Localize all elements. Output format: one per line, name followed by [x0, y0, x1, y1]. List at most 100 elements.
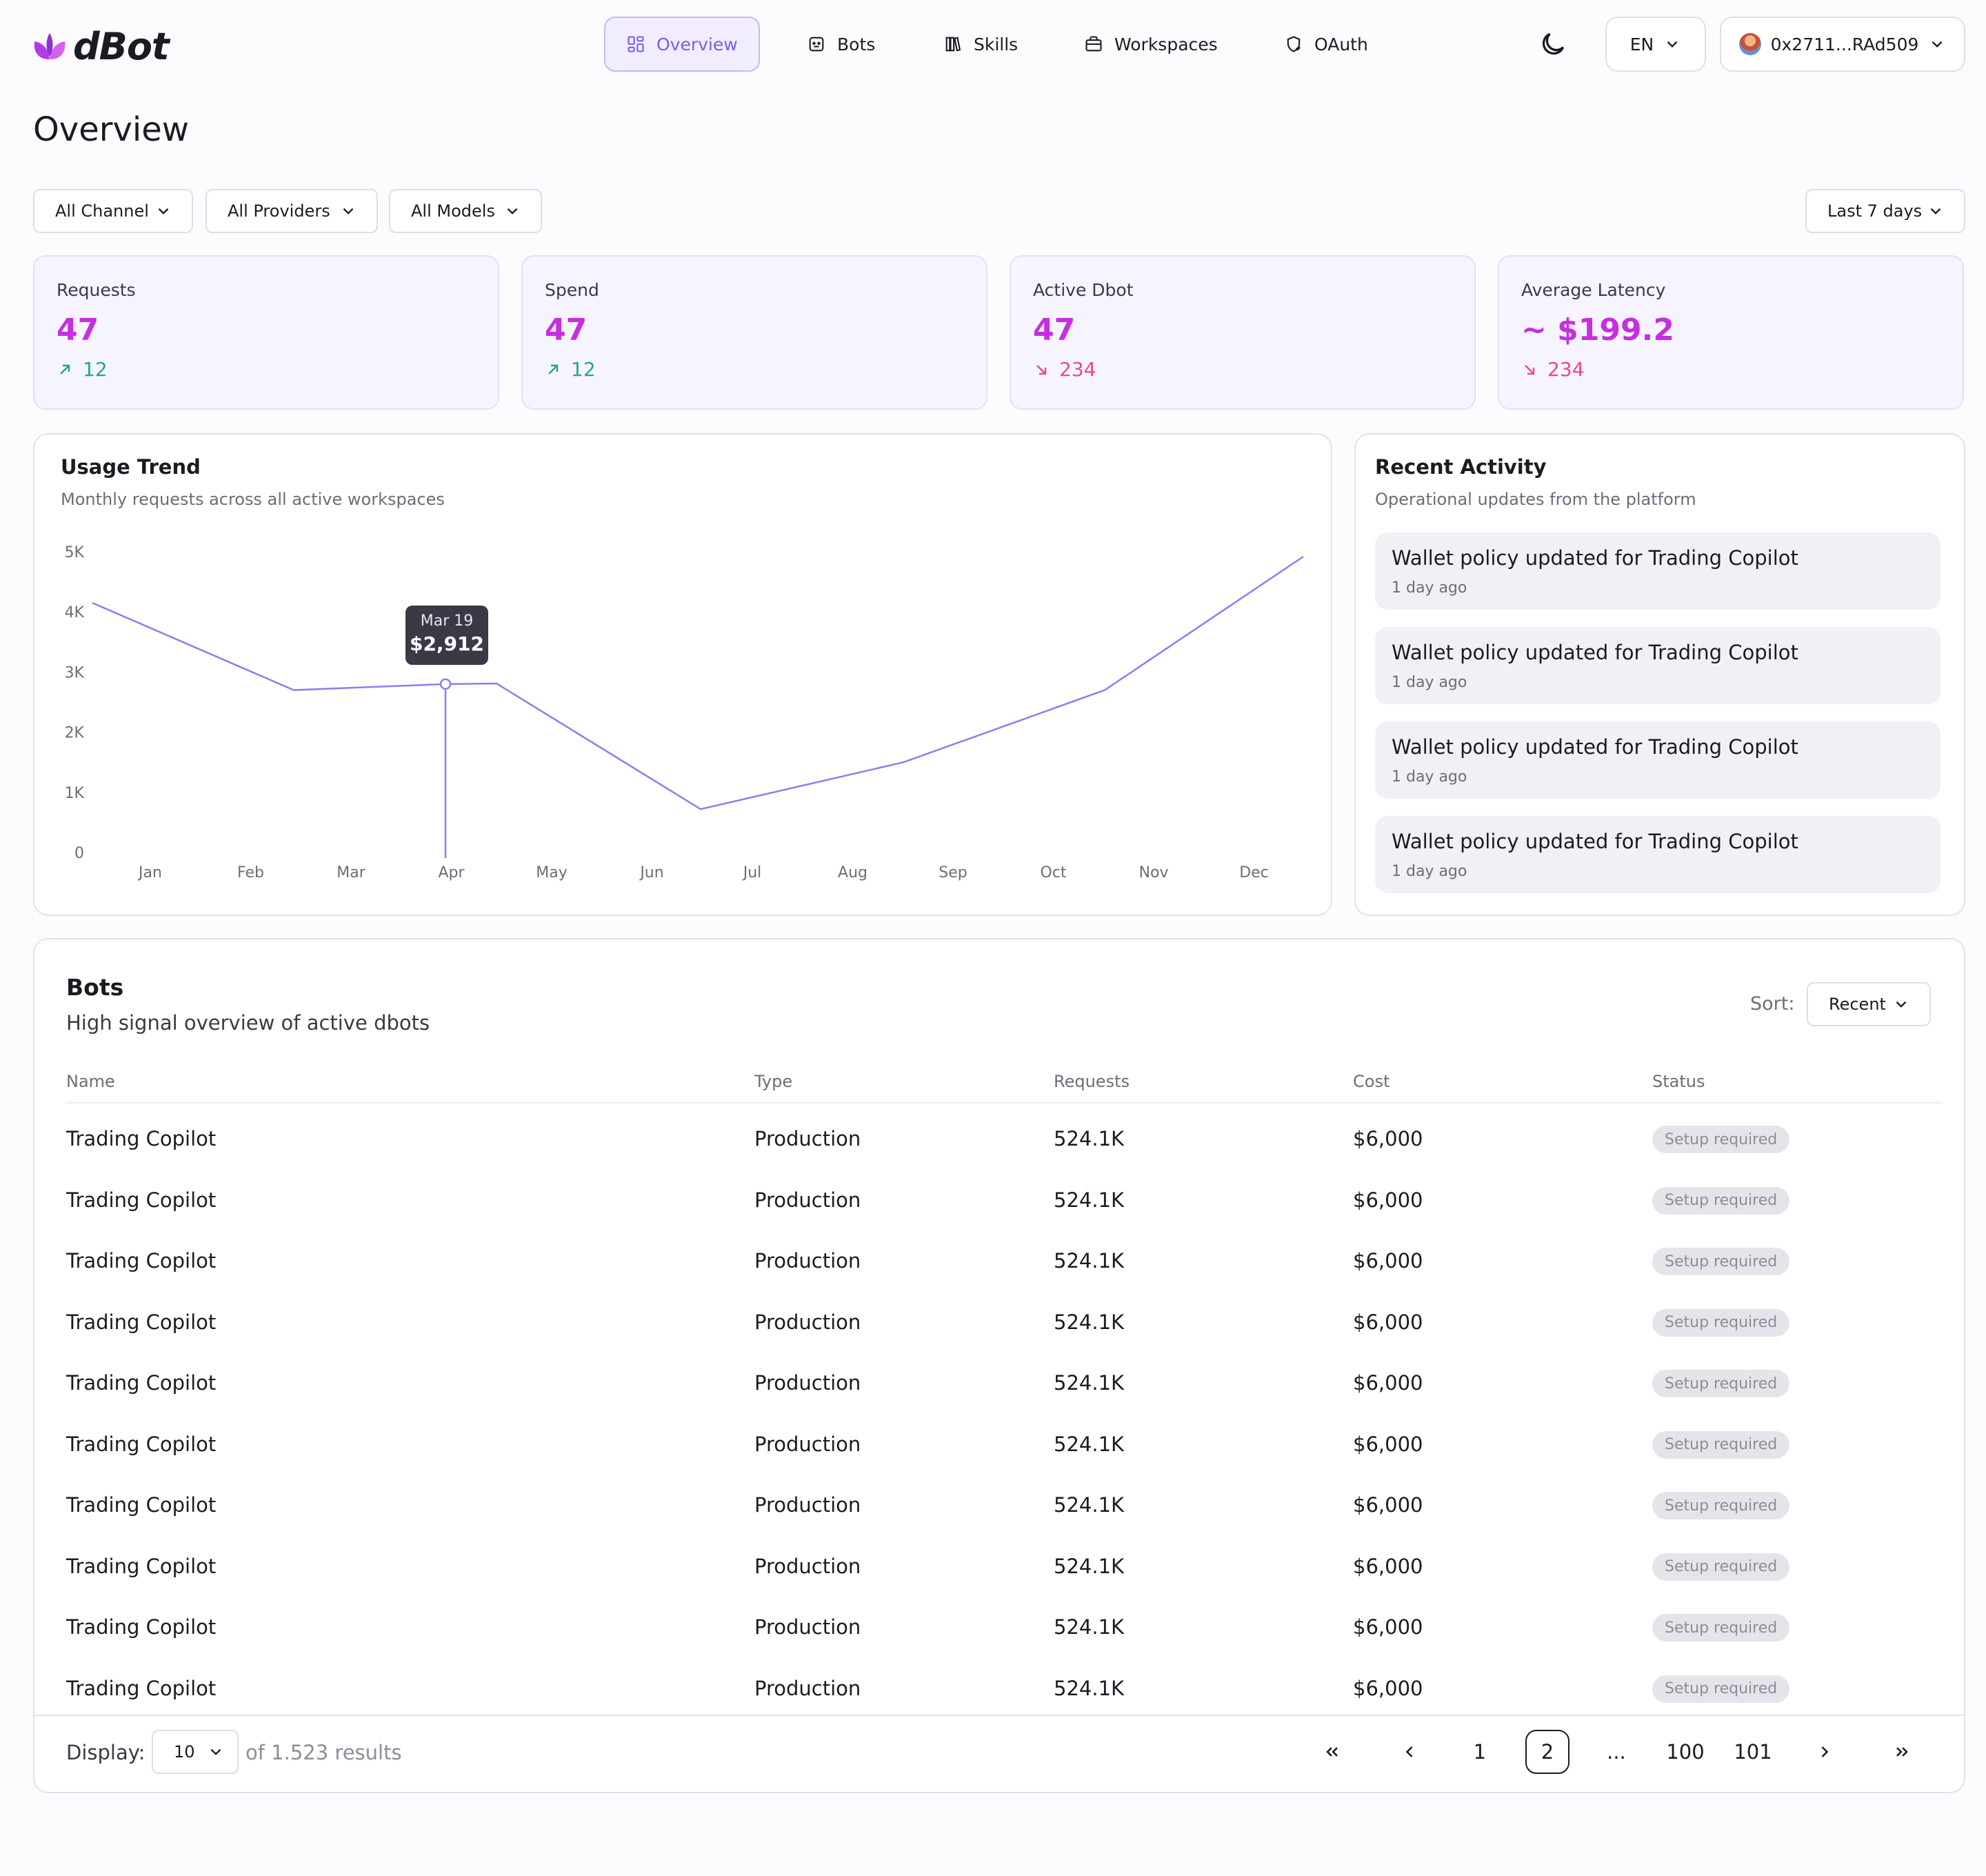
page-button-2[interactable]: 2: [1525, 1730, 1569, 1774]
page-button-101[interactable]: 101: [1734, 1740, 1772, 1764]
cell-cost: $6,000: [1353, 1310, 1423, 1334]
stat-card-active-dbot: Active Dbot 47 234: [1010, 255, 1476, 410]
nav-bots[interactable]: Bots: [786, 17, 896, 72]
sort-label: Sort:: [1750, 993, 1795, 1015]
stat-card-requests: Requests 47 12: [33, 255, 499, 410]
cell-name: Trading Copilot: [66, 1127, 217, 1150]
status-badge: Setup required: [1652, 1675, 1790, 1703]
books-icon: [945, 37, 961, 52]
activity-time: 1 day ago: [1392, 863, 1467, 880]
previous-page-button[interactable]: [1387, 1730, 1432, 1774]
status-badge: Setup required: [1652, 1248, 1790, 1275]
status-badge: Setup required: [1652, 1186, 1790, 1215]
nav-workspaces[interactable]: Workspaces: [1063, 17, 1238, 72]
nav-overview[interactable]: Overview: [604, 17, 760, 72]
arrow-down-right-icon: [1525, 364, 1535, 375]
language-select[interactable]: EN: [1605, 17, 1706, 72]
chevron-down-icon: [343, 208, 354, 214]
stat-label: Active Dbot: [1033, 280, 1134, 300]
chevron-down-icon: [210, 1748, 221, 1755]
activity-text: Wallet policy updated for Trading Copilo…: [1392, 641, 1798, 664]
page-button-1[interactable]: 1: [1473, 1740, 1487, 1764]
page-size-select[interactable]: 10: [152, 1730, 239, 1774]
models-filter[interactable]: All Models: [389, 189, 542, 233]
stat-delta-value: 234: [1059, 358, 1096, 381]
tooltip-value: $2,912: [409, 632, 485, 655]
table-header-divider: [66, 1102, 1942, 1104]
channel-filter-value: All Channel: [55, 201, 149, 221]
column-header-cost[interactable]: Cost: [1353, 1072, 1390, 1091]
chevrons-left-icon: [1326, 1747, 1338, 1757]
column-header-requests[interactable]: Requests: [1054, 1072, 1130, 1091]
next-page-button[interactable]: [1803, 1730, 1847, 1774]
shield-icon: [1287, 36, 1301, 52]
cell-requests: 524.1K: [1054, 1676, 1125, 1700]
arrow-up-right-icon: [60, 364, 70, 375]
bots-subtitle: High signal overview of active dbots: [66, 1011, 430, 1035]
chevron-down-icon: [1930, 208, 1941, 214]
cell-requests: 524.1K: [1054, 1127, 1125, 1150]
stat-delta-value: 234: [1547, 358, 1585, 381]
nav-label: OAuth: [1314, 34, 1368, 54]
cell-requests: 524.1K: [1054, 1371, 1125, 1395]
column-header-name[interactable]: Name: [66, 1072, 115, 1091]
cell-name: Trading Copilot: [66, 1249, 217, 1273]
channel-filter[interactable]: All Channel: [33, 189, 193, 233]
bots-title: Bots: [66, 974, 124, 1001]
chevron-down-icon: [507, 208, 518, 214]
activity-item[interactable]: Wallet policy updated for Trading Copilo…: [1375, 721, 1940, 799]
stat-card-average-latency: Average Latency ~ $199.2 234: [1498, 255, 1964, 410]
cell-name: Trading Copilot: [66, 1432, 217, 1456]
activity-item[interactable]: Wallet policy updated for Trading Copilo…: [1375, 627, 1940, 704]
cell-requests: 524.1K: [1054, 1493, 1125, 1517]
usage-trend-subtitle: Monthly requests across all active works…: [61, 490, 445, 509]
activity-item[interactable]: Wallet policy updated for Trading Copilo…: [1375, 532, 1940, 610]
column-header-status[interactable]: Status: [1652, 1072, 1705, 1091]
stat-value: 47: [1033, 312, 1076, 348]
status-badge: Setup required: [1652, 1430, 1790, 1459]
cell-type: Production: [754, 1371, 861, 1395]
activity-text: Wallet policy updated for Trading Copilo…: [1392, 735, 1798, 759]
activity-item[interactable]: Wallet policy updated for Trading Copilo…: [1375, 816, 1940, 893]
cell-type: Production: [754, 1432, 861, 1456]
page-button-100[interactable]: 100: [1666, 1740, 1705, 1764]
stat-delta: 234: [1033, 358, 1452, 381]
stat-label: Average Latency: [1521, 280, 1666, 300]
cell-type: Production: [754, 1249, 861, 1273]
column-header-type[interactable]: Type: [754, 1072, 793, 1091]
nav-label: Overview: [656, 34, 738, 54]
grid-icon: [628, 36, 644, 52]
logo[interactable]: dBot: [32, 26, 170, 68]
nav-label: Bots: [837, 34, 876, 54]
sort-select[interactable]: Recent: [1807, 982, 1931, 1026]
briefcase-icon: [1085, 36, 1102, 52]
last-page-button[interactable]: [1880, 1730, 1924, 1774]
arrow-down-right-icon: [1036, 364, 1047, 375]
cell-requests: 524.1K: [1054, 1615, 1125, 1639]
stat-value: 47: [545, 312, 588, 348]
recent-activity-title: Recent Activity: [1375, 455, 1547, 479]
nav-skills[interactable]: Skills: [923, 17, 1039, 72]
date-range-filter[interactable]: Last 7 days: [1805, 189, 1965, 233]
theme-toggle-moon-icon[interactable]: [1538, 29, 1568, 59]
cell-type: Production: [754, 1615, 861, 1639]
wallet-menu[interactable]: 0x2711...RAd509: [1720, 17, 1965, 72]
cell-cost: $6,000: [1353, 1127, 1423, 1150]
status-badge: Setup required: [1652, 1126, 1790, 1153]
stat-delta: 234: [1521, 358, 1940, 381]
usage-trend-title: Usage Trend: [61, 455, 201, 479]
cell-type: Production: [754, 1310, 861, 1334]
cell-cost: $6,000: [1353, 1676, 1423, 1700]
chevron-down-icon: [158, 208, 169, 214]
first-page-button[interactable]: [1310, 1730, 1354, 1774]
bots-panel: [33, 938, 1965, 1793]
cell-type: Production: [754, 1676, 861, 1700]
page-ellipsis: ...: [1607, 1740, 1626, 1764]
status-badge: Setup required: [1652, 1370, 1790, 1397]
cell-requests: 524.1K: [1054, 1432, 1125, 1456]
cell-name: Trading Copilot: [66, 1493, 217, 1517]
language-value: EN: [1629, 34, 1654, 54]
nav-oauth[interactable]: OAuth: [1263, 17, 1389, 72]
providers-filter[interactable]: All Providers: [205, 189, 378, 233]
activity-time: 1 day ago: [1392, 674, 1467, 691]
